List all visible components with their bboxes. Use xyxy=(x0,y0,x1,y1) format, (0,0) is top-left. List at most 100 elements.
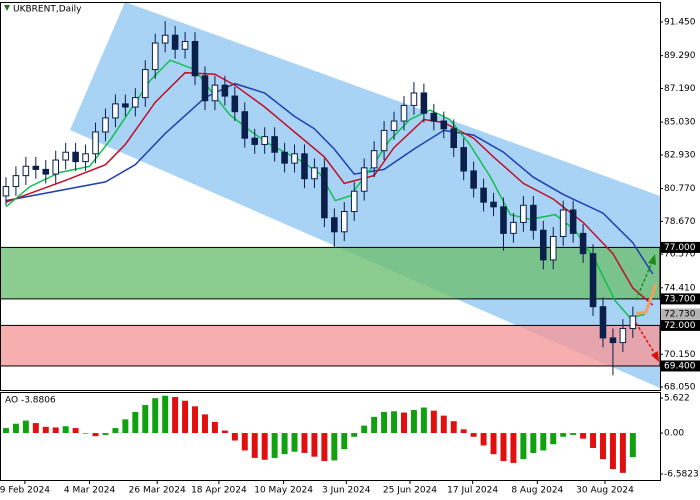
ao-bar xyxy=(102,433,109,435)
candle-body xyxy=(221,84,229,97)
ao-bar xyxy=(271,433,278,458)
x-tick-label: 10 May 2024 xyxy=(254,486,313,496)
candle-body xyxy=(311,167,318,180)
zone xyxy=(0,246,660,300)
candle-body xyxy=(141,69,149,99)
ao-bar xyxy=(22,420,29,434)
candle-body xyxy=(589,253,597,308)
x-tick-label: 9 Feb 2024 xyxy=(0,486,50,496)
y-tick-label: 82.930 xyxy=(664,150,696,160)
up-arrow xyxy=(635,261,653,301)
ao-plot xyxy=(2,395,636,473)
ao-bar xyxy=(12,423,19,434)
ao-bar xyxy=(619,433,626,473)
ao-bar xyxy=(430,410,437,434)
candle-body xyxy=(211,84,219,102)
ao-bar xyxy=(211,421,218,434)
ao-bar xyxy=(470,433,477,437)
x-tick-label: 18 Apr 2024 xyxy=(191,486,247,496)
candle-body xyxy=(251,137,259,145)
candle-body xyxy=(102,117,109,133)
candle-body xyxy=(490,201,497,208)
candle-body xyxy=(92,131,99,155)
candle-body xyxy=(82,153,89,163)
ao-bar xyxy=(221,430,228,434)
candle-body xyxy=(32,165,40,170)
candle-body xyxy=(569,209,577,234)
y-tick-label: 68.050 xyxy=(664,383,696,393)
candle-body xyxy=(171,34,179,50)
candle-body xyxy=(132,97,139,108)
y-tick-label: 89.290 xyxy=(664,51,696,61)
ao-bar xyxy=(281,433,288,455)
ao-bar xyxy=(500,433,507,462)
y-tick-label: 70.150 xyxy=(664,350,696,360)
candle-body xyxy=(112,103,119,119)
ao-bar xyxy=(420,407,427,434)
x-tick-label: 3 Jun 2024 xyxy=(322,486,371,496)
y-tick-label: 85.030 xyxy=(664,118,696,128)
candle-body xyxy=(579,232,587,255)
ao-bar xyxy=(590,433,597,448)
ao-bar xyxy=(550,433,557,445)
level-label-bg xyxy=(661,360,700,372)
ao-bar xyxy=(301,433,308,453)
candle-body xyxy=(559,209,567,237)
candle-body xyxy=(370,150,378,169)
ao-bar xyxy=(72,428,79,434)
candle-body xyxy=(161,34,169,44)
candle-body xyxy=(470,170,477,189)
y-tick-label: 5.622 xyxy=(664,394,690,404)
price-plot xyxy=(2,21,654,376)
level-label: 69.400 xyxy=(664,361,696,371)
candle-body xyxy=(331,217,338,233)
ao-bar xyxy=(201,414,208,434)
ao-bar xyxy=(261,433,268,460)
candle-body xyxy=(520,204,527,223)
zone xyxy=(0,324,660,367)
candle-body xyxy=(430,112,438,122)
candle-body xyxy=(340,211,348,233)
candle-body xyxy=(629,315,637,330)
candle-body xyxy=(281,151,288,164)
candle-body xyxy=(410,92,418,106)
ao-bar xyxy=(400,412,407,434)
candle-body xyxy=(2,186,10,197)
candle-body xyxy=(301,153,308,180)
level-label: 72.000 xyxy=(664,321,696,331)
candle-body xyxy=(52,159,60,175)
forecast-path xyxy=(635,283,658,316)
candle-body xyxy=(191,40,199,77)
candle-body xyxy=(151,42,159,71)
candle-body xyxy=(12,175,20,188)
candle-body xyxy=(261,136,268,145)
up-arrowhead xyxy=(648,254,656,265)
candle-body xyxy=(122,103,129,108)
forecast-arrows xyxy=(635,254,659,362)
candle-body xyxy=(62,151,69,161)
moving-average xyxy=(5,82,654,275)
candle-body xyxy=(42,168,50,175)
candle-body xyxy=(619,328,627,344)
ao-bar xyxy=(251,433,258,458)
level-label-bg xyxy=(661,308,700,320)
candle-body xyxy=(460,147,467,172)
y-tick-label: 74.410 xyxy=(664,283,696,293)
ao-bar xyxy=(162,395,169,434)
candle-body xyxy=(549,235,557,261)
ao-bar xyxy=(291,433,298,452)
candle-body xyxy=(609,337,617,344)
ao-bar xyxy=(450,421,457,434)
x-tick-label: 26 Mar 2024 xyxy=(129,486,186,496)
candle-body xyxy=(480,187,487,203)
candle-body xyxy=(400,104,408,122)
ao-bar xyxy=(321,433,328,462)
axes: UKBRENT,Daily AO -3.8806 xyxy=(0,2,661,481)
ao-bar xyxy=(580,433,587,439)
ao-bar xyxy=(341,433,348,450)
moving-average xyxy=(5,71,654,306)
ao-bar xyxy=(62,426,69,434)
ao-frame xyxy=(0,392,661,481)
level-label-bg xyxy=(661,293,700,305)
